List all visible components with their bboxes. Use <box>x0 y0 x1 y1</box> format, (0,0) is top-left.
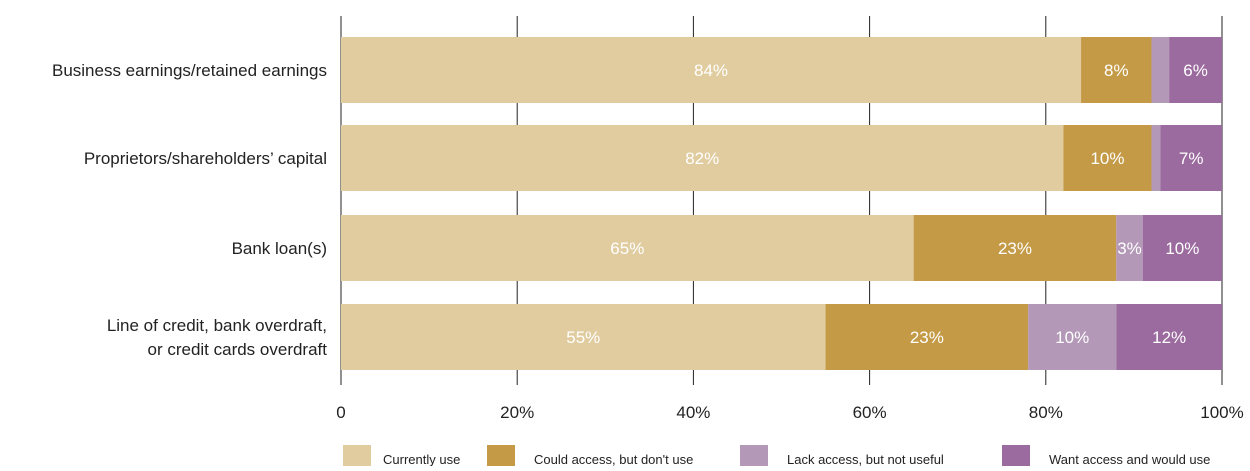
bars: 84% 8% 6% 82% 10% 7% 65% 23% 3% 10% 55% 23% 10% 12% <box>341 37 1222 370</box>
category-label: Bank loan(s) <box>232 239 327 258</box>
legend-swatch <box>740 445 768 466</box>
data-label: 12% <box>1152 328 1186 347</box>
bar-segment <box>913 215 1117 281</box>
x-tick-label: 0 <box>336 403 345 422</box>
data-label: 10% <box>1090 149 1124 168</box>
bar-segment <box>1160 125 1222 191</box>
bar-segment <box>1063 125 1152 191</box>
data-label: 55% <box>566 328 600 347</box>
bar-segment <box>341 215 914 281</box>
x-tick-label: 40% <box>676 403 710 422</box>
data-label: 3% <box>1117 239 1142 258</box>
data-label: 10% <box>1165 239 1199 258</box>
bar-segment <box>341 125 1064 191</box>
category-label: or credit cards overdraft <box>147 340 327 359</box>
category-label: Proprietors/shareholders’ capital <box>84 149 327 168</box>
x-tick-label: 100% <box>1200 403 1243 422</box>
data-label: 8% <box>1104 61 1129 80</box>
bar-segment <box>341 304 826 370</box>
bar-segment <box>1151 125 1161 191</box>
data-label: 65% <box>610 239 644 258</box>
legend-label: Lack access, but not useful <box>787 452 944 466</box>
bar-segment <box>825 304 1029 370</box>
category-labels: Business earnings/retained earnings Propr… <box>52 61 327 359</box>
x-tick-labels: 0 20% 40% 60% 80% 100% <box>336 403 1243 422</box>
x-tick-label: 20% <box>500 403 534 422</box>
bar-segment <box>1081 37 1152 103</box>
legend-swatch <box>487 445 515 466</box>
category-label: Business earnings/retained earnings <box>52 61 327 80</box>
data-label: 10% <box>1055 328 1089 347</box>
legend-label: Could access, but don't use <box>534 452 693 466</box>
bar-segment <box>341 37 1082 103</box>
data-label: 84% <box>694 61 728 80</box>
data-label: 23% <box>998 239 1032 258</box>
bar-segment <box>1116 215 1143 281</box>
x-tick-label: 80% <box>1029 403 1063 422</box>
legend-swatch <box>343 445 371 466</box>
category-label: Line of credit, bank overdraft, <box>107 316 327 335</box>
legend-swatch <box>1002 445 1030 466</box>
bar-segment <box>1169 37 1222 103</box>
bar-segment <box>1116 304 1222 370</box>
legend: Currently use Could access, but don't use… <box>343 445 1210 467</box>
data-label: 7% <box>1179 149 1204 168</box>
x-tick-label: 60% <box>853 403 887 422</box>
bar-segment <box>1151 37 1170 103</box>
legend-label: Currently use <box>383 452 460 466</box>
legend-label: Want access and would use <box>1049 452 1210 466</box>
data-label: 82% <box>685 149 719 168</box>
bar-segment <box>1142 215 1222 281</box>
bar-segment <box>1028 304 1117 370</box>
data-label: 6% <box>1183 61 1208 80</box>
data-label: 23% <box>910 328 944 347</box>
